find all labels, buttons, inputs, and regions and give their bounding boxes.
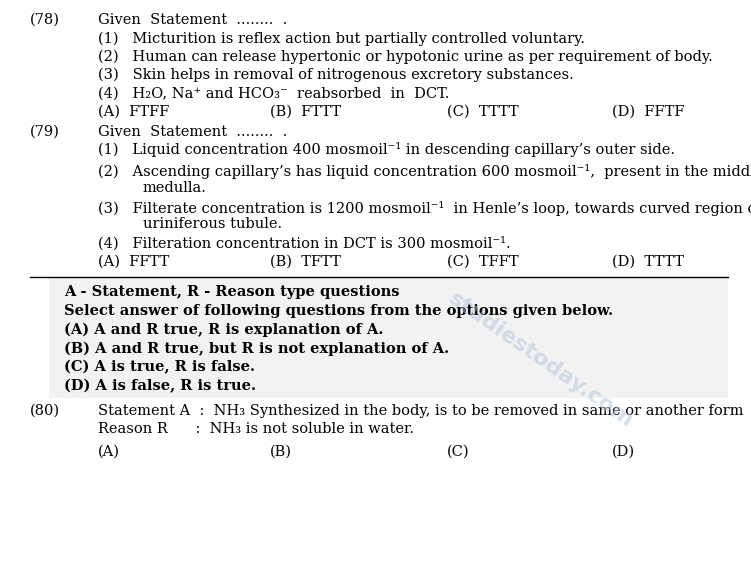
Text: A - Statement, R - Reason type questions: A - Statement, R - Reason type questions	[64, 285, 400, 299]
Text: medulla.: medulla.	[143, 181, 207, 194]
Text: (C): (C)	[447, 445, 469, 459]
Text: (4)   H₂O, Na⁺ and HCO₃⁻  reabsorbed  in  DCT.: (4) H₂O, Na⁺ and HCO₃⁻ reabsorbed in DCT…	[98, 86, 449, 100]
Text: (A) A and R true, R is explanation of A.: (A) A and R true, R is explanation of A.	[64, 322, 383, 337]
Text: (79): (79)	[30, 125, 60, 138]
Text: (D)  TTTT: (D) TTTT	[612, 255, 684, 268]
Text: (A): (A)	[98, 445, 119, 459]
Text: (A)  FFTT: (A) FFTT	[98, 255, 169, 268]
Text: (3)   Skin helps in removal of nitrogenous excretory substances.: (3) Skin helps in removal of nitrogenous…	[98, 67, 573, 82]
Text: (D)  FFTF: (D) FFTF	[612, 105, 685, 118]
Text: (1)   Liquid concentration 400 mosmoil⁻¹ in descending capillary’s outer side.: (1) Liquid concentration 400 mosmoil⁻¹ i…	[98, 142, 674, 157]
Text: (2)   Ascending capillary’s has liquid concentration 600 mosmoil⁻¹,  present in : (2) Ascending capillary’s has liquid con…	[98, 164, 751, 179]
Text: Reason R      :  NH₃ is not soluble in water.: Reason R : NH₃ is not soluble in water.	[98, 422, 414, 436]
Text: studiestoday.com: studiestoday.com	[445, 289, 637, 432]
Text: (B) A and R true, but R is not explanation of A.: (B) A and R true, but R is not explanati…	[64, 341, 449, 356]
Text: (3)   Filterate concentration is 1200 mosmoil⁻¹  in Henle’s loop, towards curved: (3) Filterate concentration is 1200 mosm…	[98, 201, 751, 216]
Text: Statement A  :  NH₃ Synthesized in the body, is to be removed in same or another: Statement A : NH₃ Synthesized in the bod…	[98, 404, 743, 418]
Text: Select answer of following questions from the options given below.: Select answer of following questions fro…	[64, 304, 613, 317]
Text: (78): (78)	[30, 13, 60, 27]
Text: (B)  TFTT: (B) TFTT	[270, 255, 341, 268]
Text: (A)  FTFF: (A) FTFF	[98, 105, 169, 118]
Text: (80): (80)	[30, 404, 60, 418]
Text: (D): (D)	[612, 445, 635, 459]
Text: (C)  TFFT: (C) TFFT	[447, 255, 518, 268]
Text: Given  Statement  ........  .: Given Statement ........ .	[98, 125, 287, 138]
Text: (C)  TTTT: (C) TTTT	[447, 105, 518, 118]
Text: (D) A is false, R is true.: (D) A is false, R is true.	[64, 379, 256, 393]
Text: Given  Statement  ........  .: Given Statement ........ .	[98, 13, 287, 27]
Text: (B): (B)	[270, 445, 292, 459]
Text: uriniferous tubule.: uriniferous tubule.	[143, 217, 282, 231]
FancyBboxPatch shape	[49, 277, 728, 398]
Text: (1)   Micturition is reflex action but partially controlled voluntary.: (1) Micturition is reflex action but par…	[98, 31, 584, 46]
Text: (2)   Human can release hypertonic or hypotonic urine as per requirement of body: (2) Human can release hypertonic or hypo…	[98, 49, 713, 64]
Text: (4)   Filteration concentration in DCT is 300 mosmoil⁻¹.: (4) Filteration concentration in DCT is …	[98, 236, 510, 251]
Text: (C) A is true, R is false.: (C) A is true, R is false.	[64, 360, 255, 374]
Text: (B)  FTTT: (B) FTTT	[270, 105, 342, 118]
